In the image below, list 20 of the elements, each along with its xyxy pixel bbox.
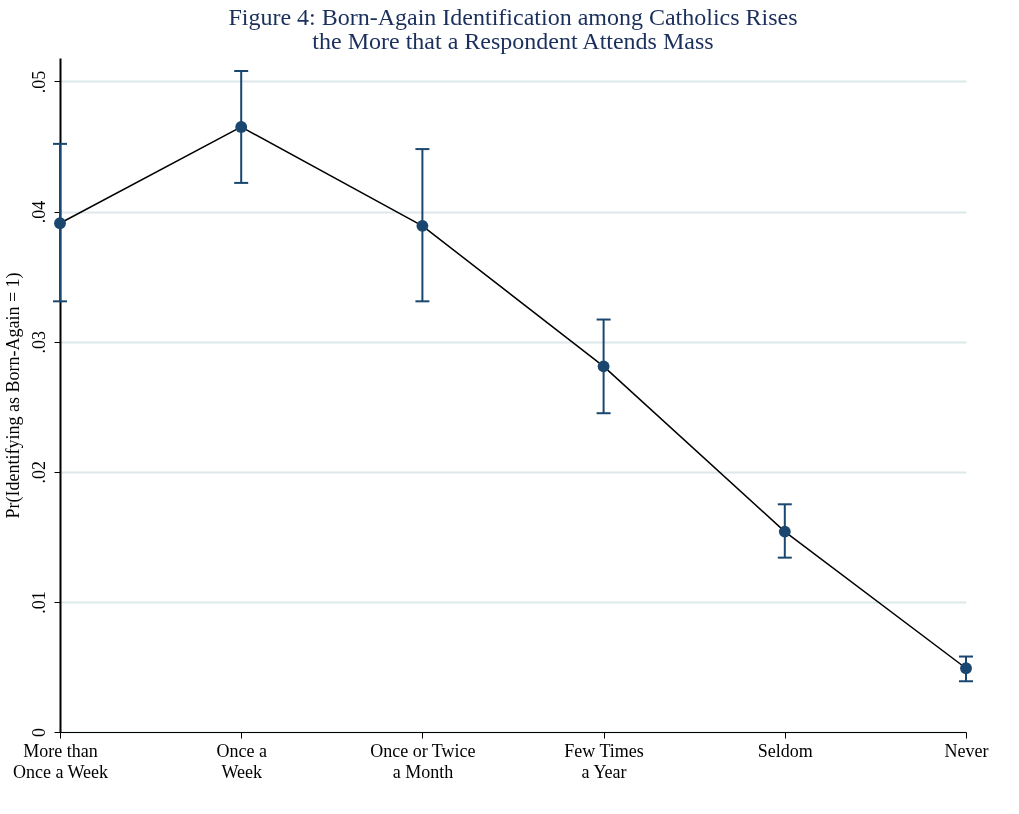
y-tick-label: .04 — [28, 200, 49, 224]
chart-title: Figure 4: Born-Again Identification among Catholics Rises the More that a Respondent Attends Mass — [228, 4, 798, 54]
y-tick-label: 0 — [28, 728, 49, 737]
x-tick-label: Never — [944, 740, 989, 761]
y-tick-label: .02 — [28, 461, 49, 484]
x-tick-label: Once or Twice a Month — [370, 740, 476, 782]
point — [778, 525, 791, 538]
y-tick-label: .05 — [28, 70, 49, 94]
x-tick-label: Few Times a Year — [564, 740, 644, 782]
y-tick-label: .03 — [28, 330, 49, 354]
x-tick-label: More than Once a Week — [12, 740, 109, 782]
x-tick-label: Seldom — [757, 740, 813, 761]
point — [235, 121, 248, 133]
point — [416, 219, 429, 232]
y-tick-label: .01 — [28, 591, 49, 614]
x-tick-label: Once a Week — [216, 740, 267, 782]
point — [960, 662, 972, 675]
point — [597, 360, 610, 373]
y-axis-title: Pr(Identifying as Born-Again = 1) — [2, 272, 24, 519]
point — [54, 217, 66, 230]
